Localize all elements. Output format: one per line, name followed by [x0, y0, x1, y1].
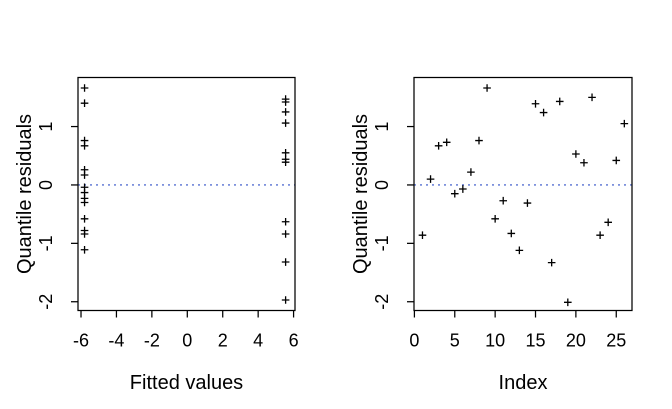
data-point — [596, 231, 604, 239]
data-point — [572, 150, 580, 158]
x-axis-label-index: Index — [498, 372, 548, 394]
data-point — [515, 246, 524, 255]
data-point — [604, 218, 612, 227]
data-point — [281, 217, 290, 226]
data-point — [467, 168, 475, 176]
y-tick-label: 0 — [36, 180, 56, 190]
x-tick-label: -4 — [108, 331, 124, 351]
y-tick-label: 1 — [36, 122, 56, 132]
data-point — [281, 230, 290, 238]
x-tick-label: 0 — [182, 331, 192, 351]
data-point — [80, 171, 89, 179]
data-point — [588, 93, 596, 102]
data-point — [491, 215, 499, 223]
data-point — [80, 142, 89, 150]
x-tick-label: 10 — [485, 331, 505, 351]
y-tick-label: 0 — [372, 180, 392, 190]
data-point — [80, 215, 89, 223]
data-point — [531, 99, 540, 108]
x-tick-label: 6 — [289, 331, 299, 351]
data-point — [612, 156, 621, 165]
x-tick-label: -6 — [73, 331, 89, 351]
y-axis-label-right: Quantile residuals — [350, 113, 372, 275]
y-axis-label-left: Quantile residuals — [14, 113, 36, 275]
data-point — [580, 158, 588, 167]
data-point — [281, 258, 290, 266]
data-point — [620, 119, 629, 128]
x-tick-label: 2 — [218, 331, 228, 351]
data-point — [499, 196, 508, 205]
data-point — [80, 84, 89, 92]
y-tick-label: 1 — [372, 122, 392, 132]
data-point — [547, 258, 556, 267]
y-tick-label: -1 — [36, 235, 56, 251]
x-tick-label: 25 — [606, 331, 626, 351]
data-point — [555, 97, 564, 106]
x-tick-label: 20 — [566, 331, 586, 351]
data-point — [564, 298, 572, 307]
plot-box — [77, 76, 296, 312]
y-tick-label: -2 — [372, 294, 392, 310]
data-point — [281, 108, 290, 116]
data-point — [450, 189, 459, 198]
data-point — [80, 245, 89, 254]
plot-box — [413, 76, 633, 312]
data-point — [281, 158, 290, 166]
data-point — [281, 149, 290, 157]
data-point — [442, 138, 451, 147]
x-tick-label: 5 — [450, 331, 460, 351]
y-tick-label: -1 — [372, 235, 392, 251]
x-axis-label-fitted-values: Fitted values — [129, 372, 244, 394]
data-point — [281, 98, 290, 106]
data-point — [523, 199, 532, 207]
x-tick-label: 15 — [525, 331, 545, 351]
data-point — [80, 99, 89, 107]
data-point — [281, 119, 290, 127]
data-point — [434, 142, 443, 150]
x-tick-label: -2 — [144, 331, 160, 351]
y-tick-label: -2 — [36, 294, 56, 310]
x-tick-label: 0 — [409, 331, 419, 351]
data-point — [539, 108, 548, 117]
data-point — [507, 229, 516, 238]
x-tick-label: 4 — [253, 331, 263, 351]
data-point — [80, 198, 89, 207]
data-point — [80, 230, 89, 238]
data-point — [459, 185, 467, 193]
data-point — [281, 296, 290, 304]
data-point — [483, 84, 491, 92]
data-point — [418, 231, 427, 239]
data-point — [426, 175, 435, 183]
data-point — [475, 136, 483, 145]
